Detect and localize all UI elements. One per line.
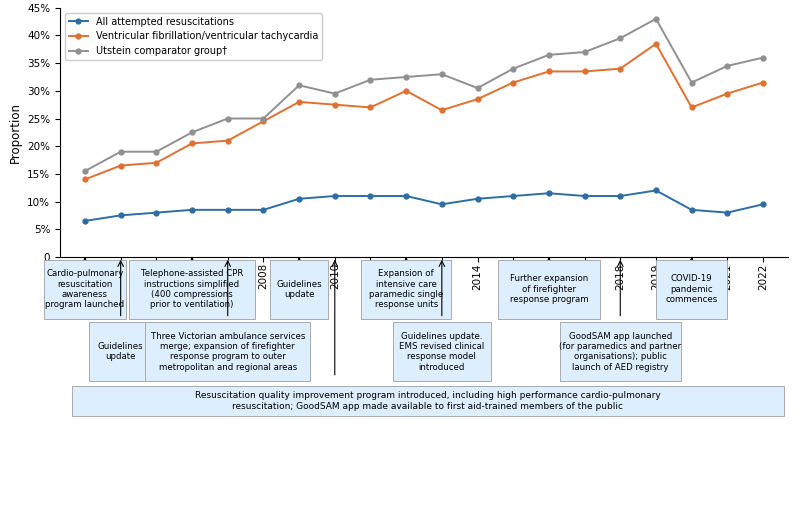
Utstein comparator group† bbox=[151, 148, 161, 155]
All attempted resuscitations bbox=[330, 193, 339, 199]
Utstein comparator group† bbox=[402, 74, 411, 80]
Utstein comparator group† bbox=[722, 63, 732, 69]
FancyBboxPatch shape bbox=[559, 322, 681, 381]
FancyBboxPatch shape bbox=[90, 322, 152, 381]
All attempted resuscitations bbox=[366, 193, 375, 199]
Ventricular fibrillation/ventricular tachycardia bbox=[402, 88, 411, 94]
Text: Guidelines
update: Guidelines update bbox=[98, 342, 143, 361]
Ventricular fibrillation/ventricular tachycardia bbox=[151, 160, 161, 166]
FancyBboxPatch shape bbox=[393, 322, 491, 381]
Line: All attempted resuscitations: All attempted resuscitations bbox=[82, 188, 766, 223]
Ventricular fibrillation/ventricular tachycardia bbox=[544, 69, 554, 75]
FancyBboxPatch shape bbox=[498, 260, 600, 319]
Utstein comparator group† bbox=[509, 65, 518, 72]
X-axis label: Year: Year bbox=[411, 291, 437, 304]
FancyBboxPatch shape bbox=[270, 260, 329, 319]
Utstein comparator group† bbox=[80, 168, 90, 174]
Text: Further expansion
of firefighter
response program: Further expansion of firefighter respons… bbox=[510, 275, 588, 304]
Utstein comparator group† bbox=[544, 52, 554, 58]
All attempted resuscitations bbox=[509, 193, 518, 199]
Ventricular fibrillation/ventricular tachycardia bbox=[187, 140, 197, 146]
Line: Ventricular fibrillation/ventricular tachycardia: Ventricular fibrillation/ventricular tac… bbox=[82, 42, 766, 182]
All attempted resuscitations bbox=[615, 193, 625, 199]
Text: Cardio-pulmonary
resuscitation
awareness
program launched: Cardio-pulmonary resuscitation awareness… bbox=[46, 269, 125, 309]
Utstein comparator group† bbox=[651, 16, 661, 22]
All attempted resuscitations bbox=[151, 210, 161, 216]
Ventricular fibrillation/ventricular tachycardia bbox=[580, 69, 590, 75]
All attempted resuscitations bbox=[722, 210, 732, 216]
All attempted resuscitations bbox=[187, 207, 197, 213]
Utstein comparator group† bbox=[187, 129, 197, 135]
All attempted resuscitations bbox=[294, 196, 304, 202]
FancyBboxPatch shape bbox=[130, 260, 254, 319]
Ventricular fibrillation/ventricular tachycardia bbox=[615, 65, 625, 72]
All attempted resuscitations bbox=[402, 193, 411, 199]
Utstein comparator group† bbox=[615, 35, 625, 42]
Ventricular fibrillation/ventricular tachycardia bbox=[651, 40, 661, 47]
FancyBboxPatch shape bbox=[146, 322, 310, 381]
Utstein comparator group† bbox=[366, 77, 375, 83]
Ventricular fibrillation/ventricular tachycardia bbox=[80, 176, 90, 183]
Ventricular fibrillation/ventricular tachycardia bbox=[116, 162, 126, 169]
Text: Expansion of
intensive care
paramedic single
response units: Expansion of intensive care paramedic si… bbox=[369, 269, 443, 309]
Y-axis label: Proportion: Proportion bbox=[9, 102, 22, 163]
All attempted resuscitations bbox=[687, 207, 697, 213]
All attempted resuscitations bbox=[258, 207, 268, 213]
Utstein comparator group† bbox=[294, 82, 304, 88]
Text: Guidelines update.
EMS revised clinical
response model
introduced: Guidelines update. EMS revised clinical … bbox=[399, 332, 485, 372]
Utstein comparator group† bbox=[223, 115, 233, 121]
Ventricular fibrillation/ventricular tachycardia bbox=[330, 102, 339, 108]
FancyBboxPatch shape bbox=[656, 260, 727, 319]
FancyBboxPatch shape bbox=[72, 386, 784, 416]
Ventricular fibrillation/ventricular tachycardia bbox=[437, 107, 446, 113]
Ventricular fibrillation/ventricular tachycardia bbox=[258, 118, 268, 125]
Utstein comparator group† bbox=[687, 79, 697, 86]
All attempted resuscitations bbox=[437, 201, 446, 208]
Ventricular fibrillation/ventricular tachycardia bbox=[509, 79, 518, 86]
Text: Telephone-assisted CPR
instructions simplified
(400 compressions
prior to ventil: Telephone-assisted CPR instructions simp… bbox=[141, 269, 243, 309]
Text: GoodSAM app launched
(for paramedics and partner
organisations); public
launch o: GoodSAM app launched (for paramedics and… bbox=[559, 332, 682, 372]
All attempted resuscitations bbox=[116, 212, 126, 218]
All attempted resuscitations bbox=[651, 187, 661, 194]
Utstein comparator group† bbox=[116, 148, 126, 155]
All attempted resuscitations bbox=[80, 218, 90, 224]
Utstein comparator group† bbox=[758, 54, 768, 61]
Line: Utstein comparator group†: Utstein comparator group† bbox=[82, 17, 766, 173]
Utstein comparator group† bbox=[473, 85, 482, 91]
Ventricular fibrillation/ventricular tachycardia bbox=[473, 96, 482, 102]
Text: Three Victorian ambulance services
merge; expansion of firefighter
response prog: Three Victorian ambulance services merge… bbox=[150, 332, 305, 372]
Utstein comparator group† bbox=[258, 115, 268, 121]
All attempted resuscitations bbox=[223, 207, 233, 213]
Ventricular fibrillation/ventricular tachycardia bbox=[687, 104, 697, 111]
Text: Resuscitation quality improvement program introduced, including high performance: Resuscitation quality improvement progra… bbox=[195, 391, 661, 411]
Legend: All attempted resuscitations, Ventricular fibrillation/ventricular tachycardia, : All attempted resuscitations, Ventricula… bbox=[65, 12, 322, 60]
All attempted resuscitations bbox=[758, 201, 768, 208]
All attempted resuscitations bbox=[580, 193, 590, 199]
Ventricular fibrillation/ventricular tachycardia bbox=[366, 104, 375, 111]
Ventricular fibrillation/ventricular tachycardia bbox=[294, 99, 304, 105]
Ventricular fibrillation/ventricular tachycardia bbox=[758, 79, 768, 86]
All attempted resuscitations bbox=[544, 190, 554, 196]
Text: Guidelines
update: Guidelines update bbox=[276, 280, 322, 299]
Utstein comparator group† bbox=[580, 49, 590, 55]
Ventricular fibrillation/ventricular tachycardia bbox=[223, 138, 233, 144]
Text: COVID-19
pandemic
commences: COVID-19 pandemic commences bbox=[666, 275, 718, 304]
FancyBboxPatch shape bbox=[361, 260, 451, 319]
All attempted resuscitations bbox=[473, 196, 482, 202]
FancyBboxPatch shape bbox=[44, 260, 126, 319]
Utstein comparator group† bbox=[437, 71, 446, 77]
Utstein comparator group† bbox=[330, 90, 339, 97]
Ventricular fibrillation/ventricular tachycardia bbox=[722, 90, 732, 97]
